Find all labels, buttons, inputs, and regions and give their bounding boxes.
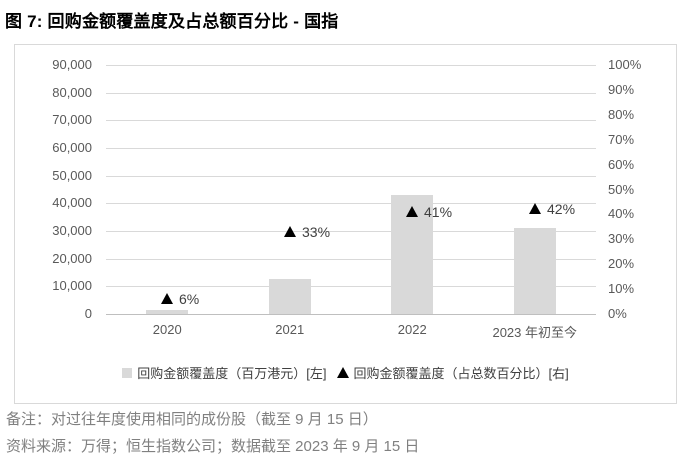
footer: 备注：对过往年度使用相同的成份股（截至 9 月 15 日） 资料来源：万得；恒生… — [6, 406, 419, 460]
source-line: 资料来源：万得；恒生指数公司；数据截至 2023 年 9 月 15 日 — [6, 438, 420, 455]
right-tick-label: 50% — [608, 182, 635, 197]
gridline — [106, 148, 596, 149]
x-axis-line — [106, 314, 596, 315]
left-tick-label: 20,000 — [52, 251, 92, 266]
gridline — [106, 203, 596, 204]
left-tick-label: 60,000 — [52, 140, 92, 155]
data-label: 33% — [302, 224, 331, 240]
right-tick-label: 30% — [608, 231, 635, 246]
left-y-axis: 90,000 80,000 70,000 60,000 50,000 40,000 30,0… — [15, 57, 92, 321]
right-tick-label: 90% — [608, 82, 635, 97]
right-tick-label: 40% — [608, 206, 635, 221]
right-tick-label: 60% — [608, 157, 635, 172]
legend-label-bar: 回购金额覆盖度（百万港元）[左] — [137, 366, 327, 381]
data-label: 6% — [179, 291, 200, 307]
x-category-label: 2020 — [152, 322, 182, 337]
gridline — [106, 176, 596, 177]
left-tick-label: 90,000 — [52, 57, 92, 72]
gridline — [106, 65, 596, 66]
right-tick-label: 100% — [608, 57, 642, 72]
gridline — [106, 231, 596, 232]
gridline — [106, 286, 596, 287]
left-tick-label: 70,000 — [52, 112, 92, 127]
x-category-label: 2021 — [275, 322, 305, 337]
right-tick-label: 70% — [608, 132, 635, 147]
legend: 回购金额覆盖度（百万港元）[左] 回购金额覆盖度（占总数百分比）[右] — [15, 363, 676, 382]
left-tick-label: 80,000 — [52, 85, 92, 100]
gridline — [106, 259, 596, 260]
x-axis: 2020 2021 2022 2023 年初至今 — [106, 322, 596, 341]
figure-title: 图 7: 回购金额覆盖度及占总额百分比 - 国指 — [5, 12, 339, 31]
left-tick-label: 40,000 — [52, 195, 92, 210]
bar — [146, 310, 188, 314]
right-tick-label: 20% — [608, 256, 635, 271]
gridline — [106, 120, 596, 121]
legend-item-triangle: 回购金额覆盖度（占总数百分比）[右] — [336, 363, 569, 382]
right-tick-label: 0% — [608, 306, 627, 321]
triangle-marker — [529, 203, 541, 214]
left-tick-label: 30,000 — [52, 223, 92, 238]
right-y-axis: 100% 90% 80% 70% 60% 50% 40% 30% 20% 10% 0% — [608, 57, 668, 321]
left-tick-label: 50,000 — [52, 168, 92, 183]
bar — [514, 228, 556, 314]
bar-swatch-icon — [122, 367, 133, 378]
triangle-marker — [284, 226, 296, 237]
x-category-label: 2023 年初至今 — [492, 325, 578, 340]
x-category-label: 2022 — [397, 322, 427, 337]
plot-area: 6% 33% 41% 42% — [106, 65, 596, 315]
note-line: 备注：对过往年度使用相同的成份股（截至 9 月 15 日） — [6, 411, 378, 428]
legend-label-triangle: 回购金额覆盖度（占总数百分比）[右] — [353, 366, 569, 381]
bar — [269, 279, 311, 314]
legend-item-bar: 回购金额覆盖度（百万港元）[左] — [122, 363, 327, 382]
right-tick-label: 80% — [608, 107, 635, 122]
right-tick-label: 10% — [608, 281, 635, 296]
triangle-swatch-icon — [336, 367, 349, 378]
triangle-marker — [161, 293, 173, 304]
data-label: 42% — [547, 201, 576, 217]
triangle-marker — [406, 206, 418, 217]
gridline — [106, 93, 596, 94]
data-label: 41% — [424, 204, 453, 220]
chart: 90,000 80,000 70,000 60,000 50,000 40,000 30,0… — [14, 44, 677, 404]
left-tick-label: 0 — [84, 306, 92, 321]
left-tick-label: 10,000 — [52, 278, 92, 293]
